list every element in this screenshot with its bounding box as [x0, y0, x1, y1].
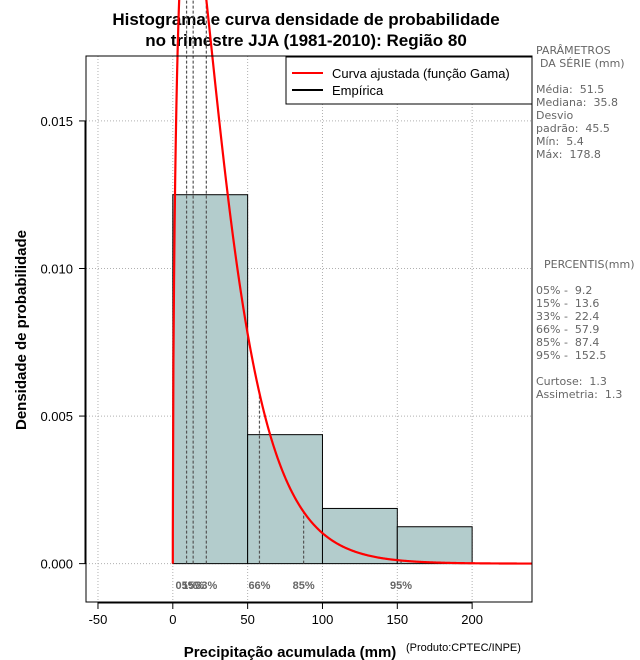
stat-assimetria: Assimetria: 1.3	[536, 388, 623, 401]
percentile-05: 05% - 9.2	[536, 284, 593, 297]
fitted-curve-line	[171, 0, 532, 565]
percentile-label: 05%	[176, 580, 198, 592]
params-title-unit: DA SÉRIE (mm)	[540, 57, 625, 70]
param-mediana: Mediana: 35.8	[536, 96, 618, 109]
chart-title-line1: Histograma e curva densidade de probabil…	[112, 10, 499, 29]
x-tick-label: -50	[89, 612, 108, 627]
percentile-33: 33% - 22.4	[536, 310, 600, 323]
legend-label-empirical: Empírica	[332, 83, 384, 98]
product-credit: (Produto:CPTEC/INPE)	[406, 642, 521, 654]
param-min: Mín: 5.4	[536, 135, 584, 148]
percentiles-panel: PERCENTIS(mm) 05% - 9.2 15% - 13.6 33% -…	[536, 258, 640, 401]
percentile-label: 85%	[293, 580, 315, 592]
param-media: Média: 51.5	[536, 83, 605, 96]
fitted-curve-layer	[171, 0, 532, 565]
y-tick-label: 0.000	[40, 557, 73, 572]
percentis-title: PERCENTIS(mm)	[544, 258, 635, 271]
stat-curtose: Curtose: 1.3	[536, 375, 607, 388]
x-axis: -50 0 50 100 150 200	[89, 602, 483, 627]
x-tick-label: 150	[386, 612, 408, 627]
histogram-bars	[172, 194, 473, 565]
histogram-bar	[247, 434, 323, 565]
percentile-85: 85% - 87.4	[536, 336, 600, 349]
param-desvio-value: padrão: 45.5	[536, 122, 610, 135]
percentile-lines	[185, 0, 402, 564]
histogram-bar	[172, 194, 249, 565]
y-tick-label: 0.015	[40, 114, 73, 129]
histogram-bar	[321, 507, 398, 565]
histogram-bar	[396, 526, 473, 565]
percentile-66: 66% - 57.9	[536, 323, 600, 336]
percentile-label: 66%	[248, 580, 270, 592]
x-tick-label: 50	[240, 612, 254, 627]
percentile-labels: 05%15%33% 66% 85% 95%	[176, 580, 413, 592]
params-title: PARÂMETROS	[536, 44, 611, 57]
percentile-15: 15% - 13.6	[536, 297, 600, 310]
plot-frame	[85, 55, 533, 603]
percentile-label: 33%	[195, 580, 217, 592]
series-parameters-panel: PARÂMETROS DA SÉRIE (mm) Média: 51.5 Med…	[536, 44, 640, 161]
percentile-label: 15%	[182, 580, 204, 592]
legend: Curva ajustada (função Gama) Empírica	[285, 56, 533, 105]
percentile-label: 95%	[390, 580, 412, 592]
param-max: Máx: 178.8	[536, 148, 601, 161]
y-tick-label: 0.010	[40, 261, 73, 276]
y-axis: 0.000 0.005 0.010 0.015	[40, 114, 86, 572]
x-tick-label: 100	[312, 612, 334, 627]
legend-box	[285, 56, 533, 105]
chart-title-line2: no trimestre JJA (1981-2010): Região 80	[145, 31, 467, 50]
param-desvio-label: Desvio	[536, 109, 574, 122]
x-tick-label: 0	[169, 612, 176, 627]
legend-label-fitted: Curva ajustada (função Gama)	[332, 66, 510, 81]
percentile-95: 95% - 152.5	[536, 349, 607, 362]
y-tick-label: 0.005	[40, 409, 73, 424]
y-axis-label: Densidade de probabilidade	[13, 230, 30, 430]
x-tick-label: 200	[461, 612, 483, 627]
x-axis-label: Precipitação acumulada (mm)	[184, 644, 397, 660]
